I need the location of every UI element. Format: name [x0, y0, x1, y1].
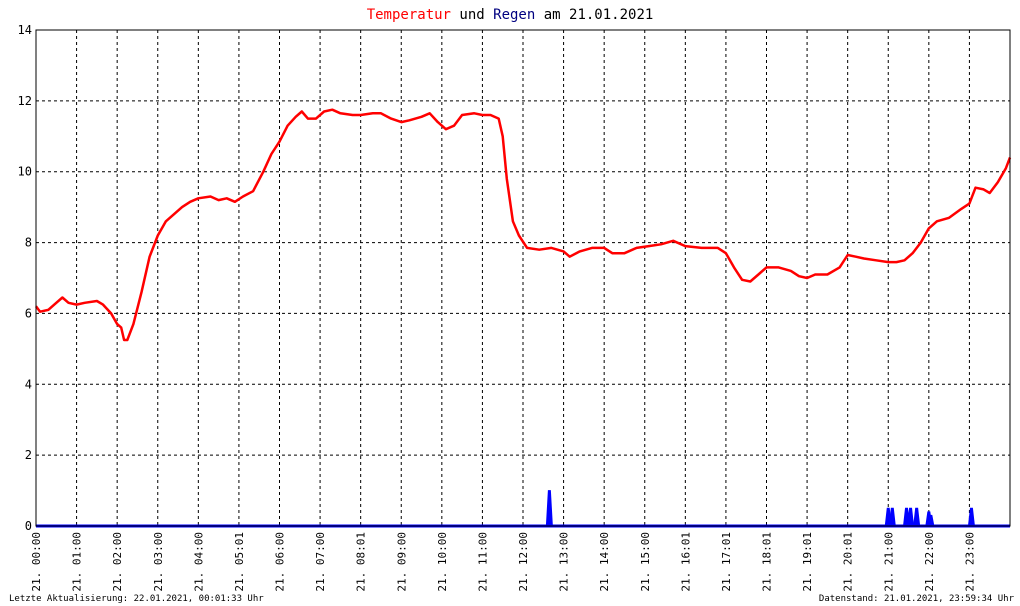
rain-pulse [888, 507, 896, 527]
y-tick-label: 8 [25, 236, 32, 250]
x-tick-label: 21. 11:00 [476, 532, 489, 592]
rain-pulse [913, 507, 921, 527]
chart-title: Temperatur und Regen am 21.01.2021 [367, 7, 654, 23]
temperature-line [35, 108, 1012, 342]
x-tick-label: 21. 12:00 [517, 532, 530, 592]
x-tick-label: 21. 10:00 [436, 532, 449, 592]
y-tick-label: 6 [25, 306, 32, 320]
footer-last-update: Letzte Aktualisierung: 22.01.2021, 00:01… [9, 594, 264, 604]
x-tick-label: 21. 06:00 [274, 532, 287, 592]
rain-series [36, 490, 1010, 528]
title-part-regen: Regen [493, 7, 535, 23]
plot-frame [35, 29, 1011, 527]
x-tick-label: 21. 01:00 [71, 532, 84, 592]
x-tick-label: 21. 14:00 [598, 532, 611, 592]
title-part-und: und [451, 7, 493, 23]
title-part-date: am 21.01.2021 [535, 7, 653, 23]
y-tick-label: 14 [18, 23, 32, 37]
x-tick-label: 21. 07:00 [314, 532, 327, 592]
rain-pulse [545, 490, 553, 527]
x-tick-label: 21. 05:01 [233, 532, 246, 592]
x-tick-label: 21. 09:00 [395, 532, 408, 592]
x-tick-label: 21. 04:00 [192, 532, 205, 592]
x-tick-label: 21. 00:00 [30, 532, 43, 592]
x-tick-label: 21. 23:00 [963, 532, 976, 592]
rain-pulse [907, 507, 915, 527]
grid-layer [36, 30, 1010, 526]
x-tick-label: 21. 20:01 [842, 532, 855, 592]
y-tick-label: 12 [18, 94, 32, 108]
x-tick-label: 21. 13:00 [558, 532, 571, 592]
y-tick-label: 2 [25, 448, 32, 462]
x-tick-label: 21. 17:01 [720, 532, 733, 592]
y-tick-label: 10 [18, 165, 32, 179]
x-tick-label: 21. 18:01 [761, 532, 774, 592]
y-tick-label: 4 [25, 377, 32, 391]
temperature-series [35, 108, 1012, 342]
title-part-temperatur: Temperatur [367, 7, 451, 23]
footer-data-status: Datenstand: 21.01.2021, 23:59:34 Uhr [819, 594, 1015, 604]
x-axis-ticks: 21. 00:00 21. 01:00 21. 02:00 21. 03:00 21. … [30, 532, 976, 592]
x-tick-label: 21. 08:01 [355, 532, 368, 592]
x-tick-label: 21. 16:01 [679, 532, 692, 592]
x-tick-label: 21. 02:00 [111, 532, 124, 592]
x-tick-label: 21. 15:00 [639, 532, 652, 592]
y-axis-ticks: 0 2 4 6 8 10 12 14 [18, 23, 32, 533]
x-tick-label: 21. 21:00 [882, 532, 895, 592]
y-tick-label: 0 [25, 519, 32, 533]
x-tick-label: 21. 22:00 [923, 532, 936, 592]
x-tick-label: 21. 03:00 [152, 532, 165, 592]
x-tick-label: 21. 19:01 [801, 532, 814, 592]
